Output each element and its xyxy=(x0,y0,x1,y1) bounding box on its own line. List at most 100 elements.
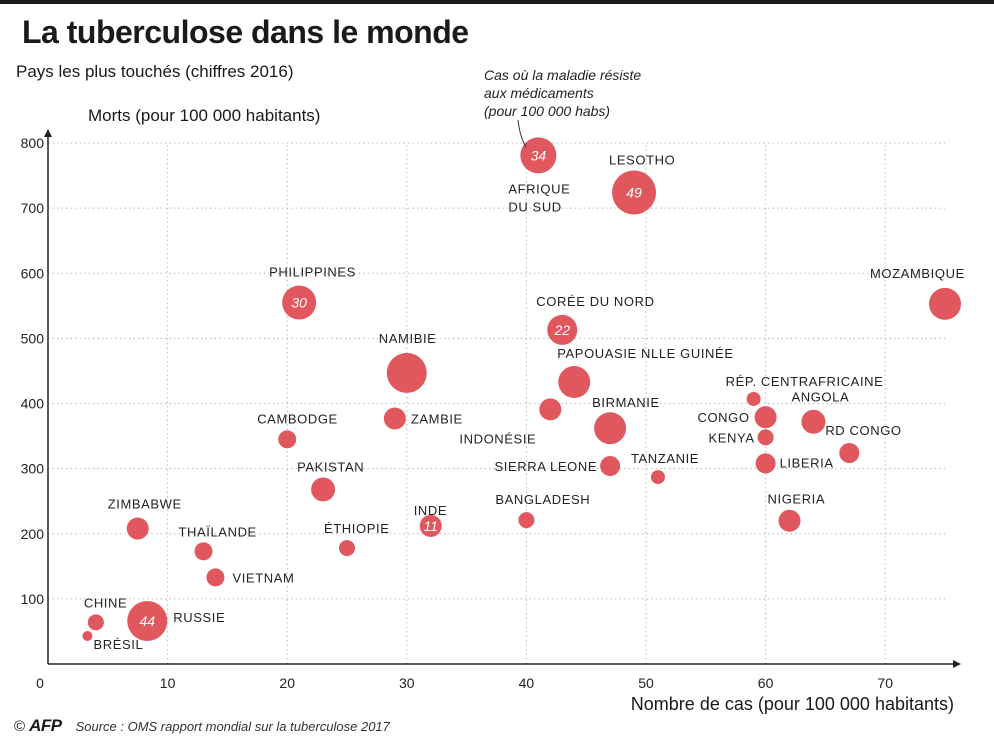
bubble-value-label: 44 xyxy=(139,613,155,629)
country-label: RD CONGO xyxy=(825,423,901,438)
country-label: ZIMBABWE xyxy=(108,497,182,512)
bubble xyxy=(757,429,774,446)
x-tick-label: 70 xyxy=(877,675,893,691)
country-label: DU SUD xyxy=(508,199,561,214)
footer: © AFP Source : OMS rapport mondial sur l… xyxy=(14,714,390,738)
bubble xyxy=(754,406,777,429)
country-label: TANZANIE xyxy=(631,451,699,466)
y-axis-arrow xyxy=(44,129,52,137)
country-label: INDE xyxy=(414,503,447,518)
chart-subtitle: Pays les plus touchés (chiffres 2016) xyxy=(16,62,294,81)
x-tick-label: 50 xyxy=(638,675,654,691)
country-label: BANGLADESH xyxy=(495,492,590,507)
bubble xyxy=(419,514,442,537)
country-label: CONGO xyxy=(697,410,749,425)
x-axis-arrow xyxy=(953,660,961,668)
country-label: ANGOLA xyxy=(791,390,849,405)
bubble xyxy=(206,568,225,587)
bubble xyxy=(282,285,317,320)
bubble xyxy=(539,398,562,421)
country-label: RUSSIE xyxy=(173,610,225,625)
bubble xyxy=(558,366,591,399)
country-label: ZAMBIE xyxy=(411,411,463,426)
bubble xyxy=(127,601,168,642)
country-label: INDONÉSIE xyxy=(459,431,536,446)
chart-axes xyxy=(44,129,961,668)
bubble xyxy=(383,407,406,430)
bubble-value-label: 11 xyxy=(423,518,438,534)
annotation-text: aux médicaments xyxy=(484,85,594,101)
country-label: CORÉE DU NORD xyxy=(536,294,654,309)
bubble xyxy=(311,477,336,502)
country-labels: AFRIQUE DU SUD LESOTHO MOZAMBIQUE PHILIPPINE… xyxy=(84,152,965,652)
x-tick-label: 60 xyxy=(758,675,774,691)
bubble xyxy=(929,287,961,320)
country-label: ÉTHIOPIE xyxy=(324,521,389,536)
source-note: Source : OMS rapport mondial sur la tube… xyxy=(75,718,390,734)
bubble-value-label: 30 xyxy=(291,295,307,311)
country-label: BRÉSIL xyxy=(93,637,143,652)
y-tick-label: 500 xyxy=(21,330,45,346)
country-label: PAPOUASIE NLLE GUINÉE xyxy=(557,346,733,361)
bubble xyxy=(194,542,213,561)
chart-grid xyxy=(48,142,945,664)
x-tick-label: 40 xyxy=(519,675,535,691)
annotation-leader xyxy=(517,119,527,148)
country-label: AFRIQUE xyxy=(508,181,570,196)
country-label: LIBERIA xyxy=(780,455,834,470)
country-label: CHINE xyxy=(84,595,127,610)
country-label: SIERRA LEONE xyxy=(495,459,598,474)
tick-labels: 0 10 20 30 40 50 60 70 100 200 300 400 500 600 700 800 xyxy=(21,135,894,691)
bubbles: 34 49 30 22 11 44 xyxy=(82,137,961,642)
y-tick-label: 600 xyxy=(21,265,45,281)
annotation-text: (pour 100 000 habs) xyxy=(484,103,610,119)
bubble xyxy=(594,412,627,445)
y-tick-label: 100 xyxy=(21,591,45,607)
x-tick-label: 20 xyxy=(279,675,295,691)
country-label: CAMBODGE xyxy=(257,411,338,426)
country-label: LESOTHO xyxy=(609,152,675,167)
x-tick-label: 10 xyxy=(160,675,176,691)
bubble xyxy=(755,453,776,474)
y-tick-label: 400 xyxy=(21,396,45,412)
bubble-value-label: 22 xyxy=(553,322,570,338)
country-label: VIETNAM xyxy=(232,570,294,585)
bubble xyxy=(801,409,826,434)
country-label: PAKISTAN xyxy=(297,459,364,474)
country-label: NIGERIA xyxy=(768,492,826,507)
copyright-symbol: © xyxy=(14,717,26,735)
top-rule xyxy=(0,0,994,4)
country-label: NAMIBIE xyxy=(379,331,437,346)
x-tick-label: 0 xyxy=(36,675,44,691)
bubble xyxy=(778,509,801,532)
country-label: RÉP. CENTRAFRICAINE xyxy=(726,374,884,389)
bubble xyxy=(87,614,104,631)
y-tick-label: 300 xyxy=(21,461,45,477)
size-annotation: Cas où la maladie résiste aux médicaments… xyxy=(484,67,641,148)
bubble xyxy=(520,137,557,174)
bubble xyxy=(600,456,621,477)
country-label: THAÏLANDE xyxy=(178,524,256,539)
page-title: La tuberculose dans le monde xyxy=(22,14,469,50)
bubble-value-label: 34 xyxy=(531,147,547,163)
bubble xyxy=(518,512,535,529)
bubble xyxy=(612,170,657,215)
afp-logo: AFP xyxy=(29,716,62,735)
x-axis-label: Nombre de cas (pour 100 000 habitants) xyxy=(630,694,954,714)
country-label: MOZAMBIQUE xyxy=(870,266,965,281)
bubble xyxy=(547,314,578,345)
country-label: PHILIPPINES xyxy=(269,265,356,280)
bubble xyxy=(839,442,860,463)
y-axis-label: Morts (pour 100 000 habitants) xyxy=(88,106,321,125)
bubble-value-label: 49 xyxy=(626,184,642,200)
bubble xyxy=(339,540,355,557)
y-tick-label: 700 xyxy=(21,200,45,216)
country-label: KENYA xyxy=(708,430,754,445)
x-tick-label: 30 xyxy=(399,675,415,691)
bubble xyxy=(82,630,93,641)
bubble xyxy=(650,470,665,485)
country-label: BIRMANIE xyxy=(592,395,660,410)
bubble xyxy=(386,352,427,393)
y-tick-label: 800 xyxy=(21,135,45,151)
